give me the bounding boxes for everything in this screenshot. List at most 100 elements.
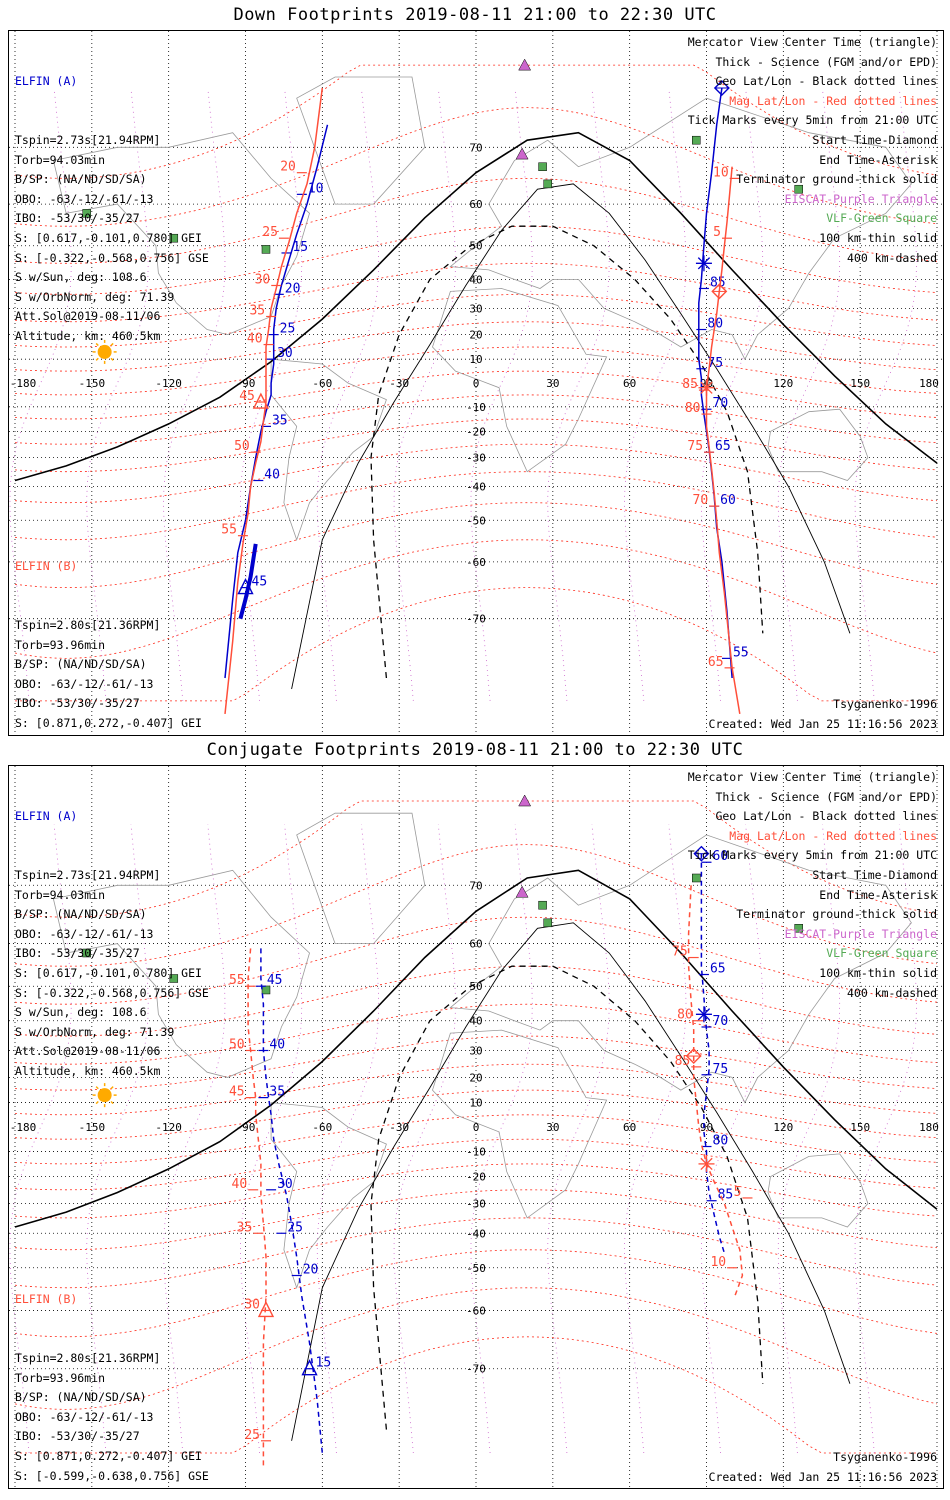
elfin-b-start-marker: [685, 1048, 702, 1065]
elfin-a-line: S w/Sun, deg: 108.6: [15, 270, 147, 285]
legend-item: EISCAT-Purple Triangle: [784, 926, 937, 941]
coastline: [52, 869, 310, 1078]
lon-tick-label: 0: [473, 377, 480, 390]
created-label: Created: Wed Jan 25 11:16:56 2023: [708, 717, 937, 731]
track-tick-label: 35: [272, 413, 288, 428]
track-tick-label: 55: [221, 523, 237, 538]
elfin-a-line: B/SP: (NA/ND/SD/SA): [15, 907, 147, 922]
track-tick-label: 25: [287, 1220, 303, 1235]
lat-tick-label: -40: [466, 1227, 486, 1240]
elfin-a-line: S: [0.617,-0.101,0.780] GEI: [15, 965, 202, 980]
elfin-b-line: S: [0.871,0.272,-0.407] GEI: [15, 715, 202, 730]
elfin-b-info: ELFIN (B) Tspin=2.80s[21.36RPM] Torb=93.9…: [15, 518, 209, 730]
track-tick-label: 85: [675, 1054, 691, 1069]
lat-tick-label: 50: [469, 980, 482, 993]
coastline: [449, 97, 912, 361]
elfin-b-line: Tspin=2.80s[21.36RPM]: [15, 617, 161, 632]
eiscat-marker: [518, 794, 532, 807]
elfin-a-track: [224, 124, 329, 679]
legend-item: Tick Marks every 5min from 21:00 UTC: [687, 848, 937, 863]
track-tick-label: 40: [264, 468, 280, 483]
terminator-100km: [291, 183, 851, 690]
coastline: [449, 834, 912, 1104]
track-tick-label: 45: [239, 389, 255, 404]
vlf-marker: [82, 209, 91, 218]
track-tick-label: 40: [232, 1177, 248, 1192]
vlf-marker: [543, 918, 552, 928]
legend: Mercator View Center Time (triangle) Thic…: [688, 768, 937, 1003]
lat-tick-label: 50: [469, 240, 482, 253]
elfin-a-center-marker: [301, 1359, 318, 1376]
elfin-a-end-marker: [697, 1008, 711, 1021]
track-tick-label: 20: [303, 1263, 319, 1278]
legend-item: Tick Marks every 5min from 21:00 UTC: [687, 113, 937, 128]
mag-meridian: [547, 87, 610, 701]
mag-parallel: [14, 64, 938, 179]
legend: Mercator View Center Time (triangle) Thic…: [688, 33, 937, 268]
track-tick-label: 10: [308, 181, 324, 196]
elfin-a-track: [260, 948, 324, 1454]
elfin-a-line: Torb=94.03min: [15, 152, 106, 167]
sun-ray: [110, 1100, 114, 1105]
mag-meridian: [163, 87, 226, 701]
mag-meridian: [624, 87, 687, 701]
mag-meridian: [470, 824, 533, 1454]
lat-tick-label: -60: [466, 1304, 486, 1317]
sun-ray: [95, 357, 99, 361]
elfin-b-line: S: [-0.599,-0.638,0.756] GSE: [15, 1468, 209, 1483]
coastline: [296, 812, 426, 944]
elfin-b-line: S: [-0.599,-0.638,0.756] GSE: [15, 734, 209, 735]
sun-ray: [95, 1100, 99, 1105]
elfin-a-line: IBO: -53/30/-35/27: [15, 211, 140, 226]
track-tick-label: 25: [280, 322, 296, 337]
lon-tick-label: -120: [155, 1121, 182, 1134]
mag-parallel: [14, 502, 938, 589]
lon-tick-label: -180: [10, 1121, 37, 1134]
legend-item: VLF-Green Square: [826, 211, 937, 226]
lat-tick-label: -10: [466, 1145, 486, 1158]
elfin-b-line: B/SP: (NA/ND/SD/SA): [15, 1390, 147, 1405]
elfin-b-line: Torb=93.96min: [15, 637, 106, 652]
lon-tick-label: 180: [919, 377, 939, 390]
lon-tick-label: -30: [389, 377, 409, 390]
down-footprints-panel: -180 -150 -120 -90 -60 -30 0 30 60 90 120 150 180 70 6…: [8, 30, 944, 736]
eiscat-marker: [515, 147, 529, 160]
mag-parallel: [14, 916, 938, 1005]
track-tick-label: 75: [672, 945, 688, 960]
legend-item: Thick - Science (FGM and/or EPD): [715, 789, 937, 804]
elfin-b-line: IBO: -53/30/-35/27: [15, 1429, 140, 1444]
sun-icon: [97, 344, 112, 359]
elfin-a-line: OBO: -63/-12/-61/-13: [15, 926, 154, 941]
track-tick-label: 70: [713, 1014, 729, 1029]
lon-tick-label: -120: [155, 377, 182, 390]
lon-tick-label: 60: [623, 1121, 636, 1134]
elfin-b-line: S w/Sun, deg: 126.6: [15, 1486, 209, 1488]
coastline: [270, 358, 387, 542]
conjugate-footprints-map: -180 -150 -120 -90 -60 -30 0 30 60 90 120 150 180706…: [9, 766, 943, 1488]
elfin-a-line: S: [-0.322,-0.568,0.756] GSE: [15, 985, 209, 1000]
track-tick-label: 50: [234, 439, 250, 454]
legend-item: Start Time-Diamond: [812, 132, 937, 147]
sun-ray: [110, 342, 114, 347]
coastline: [432, 1029, 608, 1219]
lon-tick-label: -30: [389, 1121, 409, 1134]
sun-ray: [95, 1086, 99, 1090]
mag-meridian: [393, 824, 456, 1454]
created-label: Created: Wed Jan 25 11:16:56 2023: [708, 1470, 937, 1484]
mag-parallel: [14, 443, 938, 504]
vlf-marker: [82, 948, 91, 958]
elfin-a-center-marker: [237, 578, 254, 595]
legend-item: VLF-Green Square: [826, 946, 937, 961]
track-tick-label: 75: [687, 439, 703, 454]
elfin-a-end-marker: [697, 257, 711, 270]
sun-ray: [110, 357, 114, 361]
elfin-b-end-marker: [700, 381, 713, 394]
down-footprints-map: -180 -150 -120 -90 -60 -30 0 30 60 90 120 150 180706…: [9, 31, 943, 735]
coastline: [296, 76, 426, 205]
track-tick-label: 30: [277, 1177, 293, 1192]
mag-parallel: [14, 262, 938, 323]
lat-tick-label: 70: [469, 879, 482, 892]
elfin-a-line: S: [0.617,-0.101,0.780] GEI: [15, 230, 202, 245]
legend-item: End Time-Asterisk: [819, 152, 937, 167]
track-tick-label: 80: [685, 401, 701, 416]
